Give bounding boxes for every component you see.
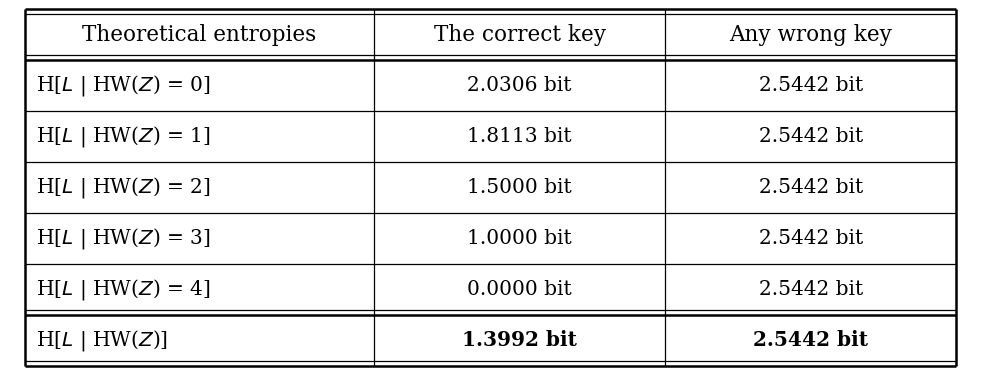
Text: 1.8113 bit: 1.8113 bit bbox=[467, 127, 572, 146]
Text: H[$L$ | HW($Z$) = 0]: H[$L$ | HW($Z$) = 0] bbox=[36, 73, 211, 98]
Text: 2.5442 bit: 2.5442 bit bbox=[758, 229, 863, 248]
Text: 2.5442 bit: 2.5442 bit bbox=[758, 280, 863, 299]
Text: Theoretical entropies: Theoretical entropies bbox=[82, 24, 317, 46]
Text: Any wrong key: Any wrong key bbox=[730, 24, 893, 46]
Text: 2.5442 bit: 2.5442 bit bbox=[758, 127, 863, 146]
Text: H[$L$ | HW($Z$) = 3]: H[$L$ | HW($Z$) = 3] bbox=[36, 226, 211, 251]
Text: 2.5442 bit: 2.5442 bit bbox=[758, 76, 863, 95]
Text: H[$L$ | HW($Z$) = 2]: H[$L$ | HW($Z$) = 2] bbox=[36, 175, 211, 200]
Text: H[$L$ | HW($Z$) = 1]: H[$L$ | HW($Z$) = 1] bbox=[36, 124, 211, 149]
Text: H[$L$ | HW($Z$) = 4]: H[$L$ | HW($Z$) = 4] bbox=[36, 277, 211, 302]
Text: 1.5000 bit: 1.5000 bit bbox=[467, 178, 572, 197]
Text: 2.0306 bit: 2.0306 bit bbox=[467, 76, 572, 95]
Text: The correct key: The correct key bbox=[434, 24, 605, 46]
Text: 2.5442 bit: 2.5442 bit bbox=[753, 330, 868, 350]
Text: H[$L$ | HW($Z$)]: H[$L$ | HW($Z$)] bbox=[36, 328, 169, 352]
Text: 1.3992 bit: 1.3992 bit bbox=[462, 330, 577, 350]
Text: 1.0000 bit: 1.0000 bit bbox=[467, 229, 572, 248]
Text: 0.0000 bit: 0.0000 bit bbox=[467, 280, 572, 299]
Text: 2.5442 bit: 2.5442 bit bbox=[758, 178, 863, 197]
